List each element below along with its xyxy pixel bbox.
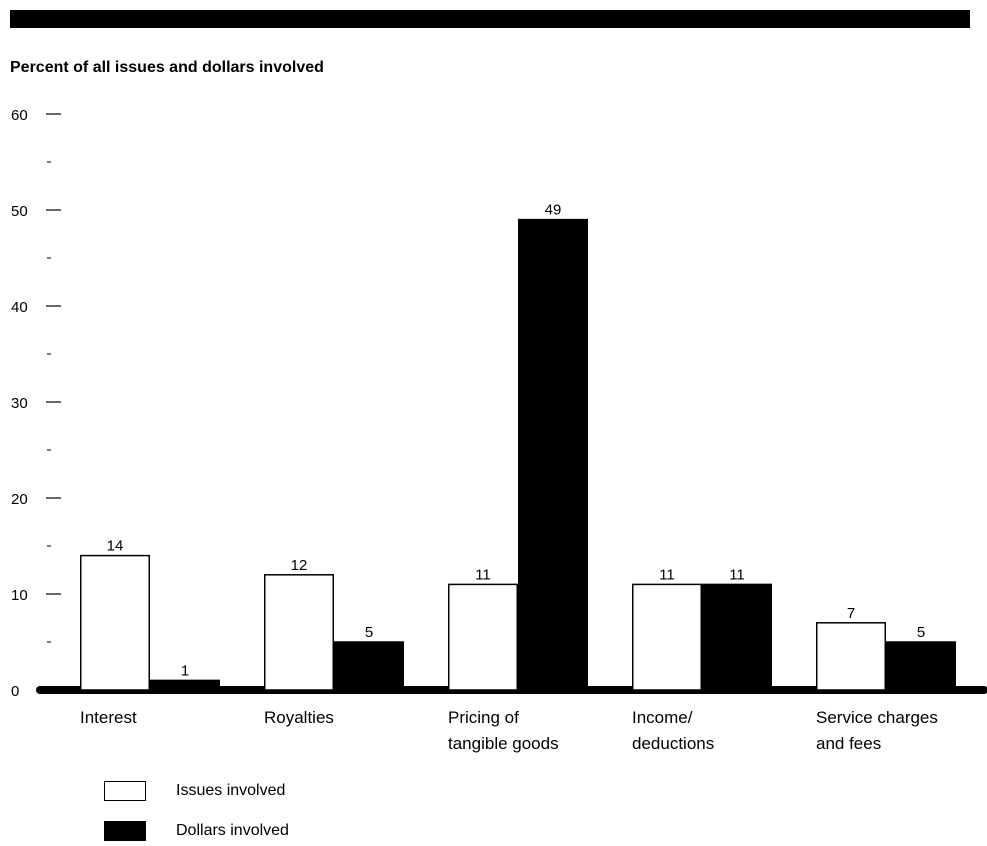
bar-value-label: 11 (729, 566, 745, 583)
legend-swatch-dollars (104, 821, 146, 841)
y-tick-label: 20 (11, 491, 28, 508)
bar-issues (816, 622, 886, 691)
bar-value-label: 14 (107, 538, 124, 555)
bar-dollars (702, 583, 772, 691)
x-category-label: Interest (80, 708, 137, 727)
bar-dollars (886, 641, 956, 691)
x-category-label: tangible goods (448, 734, 559, 753)
bar-value-label: 49 (545, 202, 562, 219)
legend-label-dollars: Dollars involved (176, 822, 289, 839)
bar-value-label: 7 (847, 605, 855, 622)
bar-value-label: 11 (659, 566, 675, 583)
x-category-label: and fees (816, 734, 881, 753)
legend-label-issues: Issues involved (176, 782, 286, 799)
bar-issues (632, 583, 702, 691)
y-tick-label: 30 (11, 395, 28, 412)
y-tick-label: 40 (11, 299, 28, 316)
x-category-label: Service charges (816, 708, 938, 727)
chart-title: Percent of all issues and dollars involv… (10, 59, 324, 76)
y-tick-label: 60 (11, 107, 28, 124)
y-tick-label: 10 (11, 587, 28, 604)
header-bar (10, 10, 970, 28)
bar-value-label: 11 (475, 566, 491, 583)
x-category-label: deductions (632, 734, 714, 753)
bar-dollars (518, 218, 588, 691)
bar-issues (80, 554, 150, 691)
bar-dollars (150, 679, 220, 691)
bar-value-label: 5 (365, 624, 373, 641)
legend-swatch-issues (104, 781, 146, 801)
bar-value-label: 1 (181, 662, 189, 679)
x-category-label: Income/ (632, 708, 693, 727)
bar-value-label: 12 (291, 557, 308, 574)
bar-issues (264, 574, 334, 691)
bar-issues (448, 583, 518, 691)
x-category-label: Pricing of (448, 708, 519, 727)
x-category-label: Royalties (264, 708, 334, 727)
bar-dollars (334, 641, 404, 691)
bar-value-label: 5 (917, 624, 925, 641)
y-tick-label: 0 (11, 683, 19, 700)
y-tick-label: 50 (11, 203, 28, 220)
